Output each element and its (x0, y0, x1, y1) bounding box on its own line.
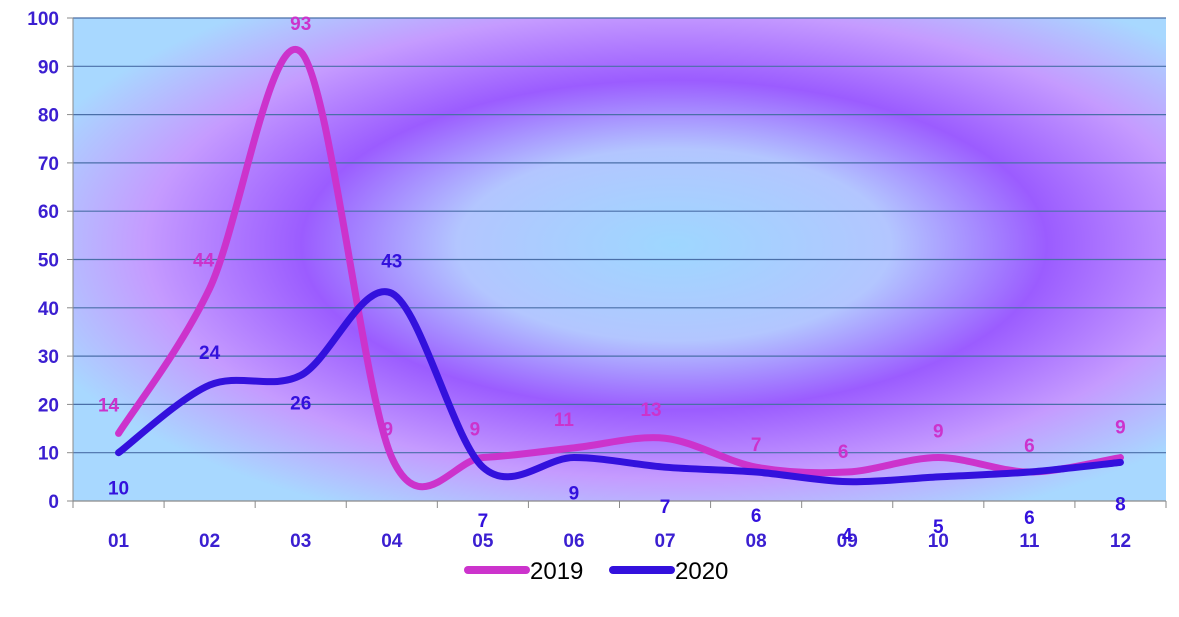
y-tick-label-10: 10 (38, 444, 59, 465)
data-label-2020-03: 26 (290, 393, 311, 414)
x-tick-label-05: 05 (472, 531, 494, 552)
data-label-2019-01: 14 (98, 395, 120, 416)
data-label-2019-06: 11 (554, 410, 575, 431)
series-line-2019 (115, 45, 1124, 491)
x-tick-label-02: 02 (199, 531, 220, 552)
x-tick-label-11: 11 (1019, 531, 1040, 552)
series-lines (115, 45, 1124, 491)
legend-label-2019: 2019 (530, 558, 583, 585)
y-tick-label-30: 30 (38, 347, 59, 368)
x-tick-label-10: 10 (928, 531, 949, 552)
x-tick-label-06: 06 (563, 531, 584, 552)
y-tick-label-90: 90 (38, 57, 59, 78)
y-tick-label-60: 60 (38, 202, 59, 223)
data-label-2020-05: 7 (478, 511, 489, 532)
data-label-2019-09: 6 (838, 442, 849, 463)
legend: 2019 2020 (464, 558, 728, 585)
data-label-2020-06: 9 (569, 484, 580, 505)
x-tick-label-07: 07 (654, 531, 675, 552)
data-label-2020-04: 43 (381, 251, 402, 272)
data-label-2019-08: 7 (751, 435, 762, 456)
data-label-2020-08: 6 (751, 506, 762, 527)
data-label-2020-11: 6 (1024, 508, 1035, 529)
data-label-2019-11: 6 (1024, 436, 1035, 457)
legend-label-2020: 2020 (675, 558, 728, 585)
y-tick-label-80: 80 (38, 106, 59, 127)
data-label-2020-02: 24 (199, 343, 221, 364)
x-tick-label-09: 09 (837, 531, 858, 552)
data-label-2020-09: 4 (842, 526, 853, 547)
x-tick-label-01: 01 (108, 531, 130, 552)
data-label-2019-10: 9 (933, 422, 944, 443)
data-label-2020-10: 5 (933, 517, 944, 538)
data-label-2020-12: 8 (1115, 494, 1126, 515)
x-tick-label-04: 04 (381, 531, 403, 552)
y-tick-label-100: 100 (27, 9, 59, 30)
data-label-2019-05: 9 (470, 420, 481, 441)
data-labels: 14 44 93 9 9 11 13 7 6 9 6 9 10 24 26 43 7 9 7 6 4 5 6 8 (98, 14, 1126, 547)
y-tick-label-0: 0 (48, 492, 59, 513)
data-label-2020-07: 7 (660, 497, 671, 518)
y-tick-label-40: 40 (38, 299, 59, 320)
data-label-2019-12: 9 (1115, 418, 1126, 439)
y-tick-label-70: 70 (38, 154, 59, 175)
data-label-2019-04: 9 (383, 420, 394, 441)
data-label-2019-03: 93 (290, 14, 311, 35)
series-line-2020 (115, 288, 1124, 486)
y-tick-label-20: 20 (38, 395, 59, 416)
data-label-2019-02: 44 (193, 250, 215, 271)
x-tick-label-08: 08 (746, 531, 767, 552)
axes: 0 10 20 30 40 50 60 70 80 90 100 01 02 03 04 05 06 07 08 09… (27, 9, 1167, 552)
y-tick-label-50: 50 (38, 251, 59, 272)
data-label-2019-07: 13 (640, 400, 661, 421)
x-tick-label-03: 03 (290, 531, 311, 552)
x-tick-label-12: 12 (1110, 531, 1131, 552)
gridlines (73, 17, 1166, 454)
data-label-2020-01: 10 (108, 479, 129, 500)
